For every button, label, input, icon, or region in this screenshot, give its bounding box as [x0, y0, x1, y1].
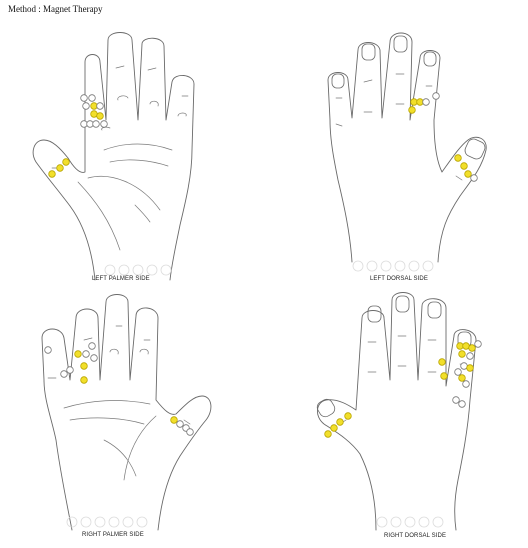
left-dorsal-ghost-marks — [352, 260, 434, 272]
magnet-marker-empty — [88, 94, 96, 102]
magnet-marker-empty — [92, 120, 100, 128]
magnet-marker-empty — [466, 352, 474, 360]
magnet-marker-empty — [82, 102, 90, 110]
magnet-marker-active — [74, 350, 82, 358]
right-palmer-ghost-marks — [66, 516, 148, 528]
magnet-marker-empty — [186, 428, 194, 436]
right-palmer-markers — [44, 342, 194, 436]
left-dorsal-markers — [408, 92, 478, 182]
magnet-marker-active — [80, 376, 88, 384]
right-dorsal-ghost-marks — [376, 516, 444, 528]
left-palmer-ghost-marks — [104, 264, 172, 276]
magnet-marker-empty — [452, 396, 460, 404]
left-palmer-hand — [32, 32, 195, 281]
right-dorsal-markers — [324, 340, 482, 438]
magnet-marker-empty — [66, 366, 74, 374]
magnet-marker-empty — [100, 120, 108, 128]
magnet-marker-active — [460, 162, 468, 170]
magnet-marker-empty — [90, 354, 98, 362]
magnet-marker-active — [48, 170, 56, 178]
magnet-marker-empty — [474, 340, 482, 348]
magnet-marker-empty — [96, 102, 104, 110]
magnet-marker-active — [96, 112, 104, 120]
magnet-marker-empty — [82, 350, 90, 358]
magnet-marker-active — [90, 110, 98, 118]
right-dorsal-hand — [316, 292, 477, 531]
magnet-marker-empty — [432, 92, 440, 100]
magnet-marker-active — [330, 424, 338, 432]
magnet-marker-empty — [44, 346, 52, 354]
caption-right-dorsal: RIGHT DORSAL SIDE — [384, 533, 447, 539]
magnet-marker-active — [62, 158, 70, 166]
caption-left-dorsal: LEFT DORSAL SIDE — [370, 276, 428, 282]
magnet-marker-active — [458, 374, 466, 382]
caption-left-palmer: LEFT PALMER SIDE — [92, 276, 150, 282]
caption-right-palmer: RIGHT PALMER SIDE — [82, 532, 144, 538]
magnet-marker-active — [80, 362, 88, 370]
magnet-marker-empty — [422, 98, 430, 106]
magnet-marker-empty — [460, 362, 468, 370]
magnet-marker-active — [344, 412, 352, 420]
magnet-marker-active — [170, 416, 178, 424]
right-palmer-hand — [41, 294, 212, 531]
magnet-marker-empty — [470, 174, 478, 182]
magnet-marker-empty — [88, 342, 96, 350]
magnet-marker-active — [466, 364, 474, 372]
page-title: Method : Magnet Therapy — [8, 4, 103, 14]
magnet-marker-empty — [80, 94, 88, 102]
magnet-marker-active — [464, 170, 472, 178]
magnet-marker-empty — [462, 380, 470, 388]
magnet-marker-active — [454, 154, 462, 162]
magnet-marker-empty — [458, 400, 466, 408]
magnet-marker-active — [408, 106, 416, 114]
magnet-marker-active — [458, 350, 466, 358]
magnet-marker-active — [440, 372, 448, 380]
magnet-marker-empty — [176, 420, 184, 428]
magnet-marker-active — [468, 344, 476, 352]
magnet-marker-active — [324, 430, 332, 438]
magnet-marker-active — [56, 164, 64, 172]
magnet-marker-empty — [454, 368, 462, 376]
magnet-marker-active — [438, 358, 446, 366]
magnet-marker-active — [462, 342, 470, 350]
magnet-marker-empty — [60, 370, 68, 378]
left-dorsal-hand — [327, 32, 487, 263]
left-palmer-markers — [48, 94, 108, 178]
magnet-marker-active — [336, 418, 344, 426]
